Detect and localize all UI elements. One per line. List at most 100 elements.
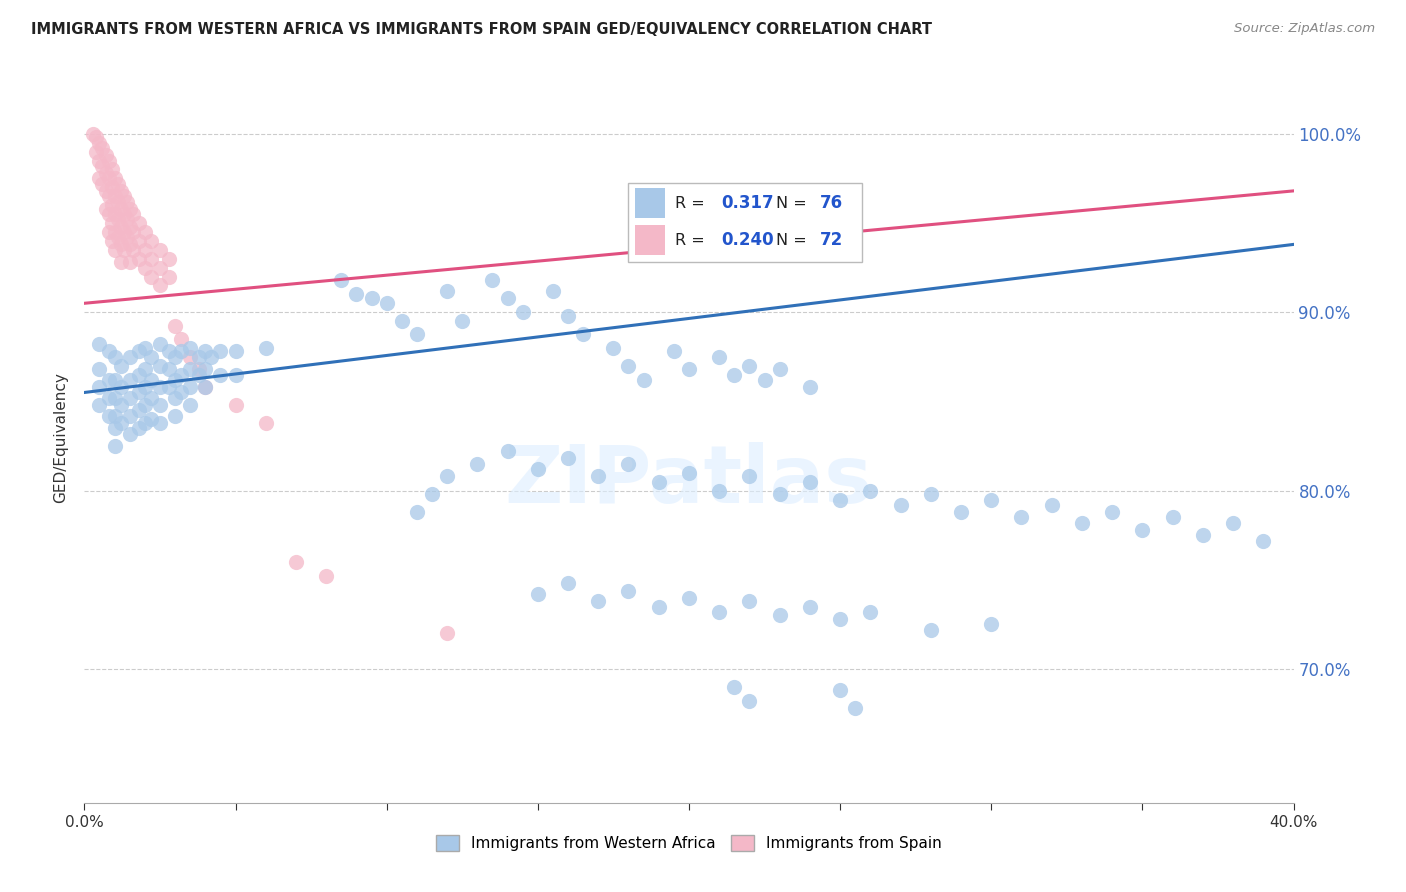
Point bbox=[179, 350, 201, 364]
Point bbox=[799, 380, 821, 394]
Point bbox=[1071, 516, 1094, 530]
Point bbox=[110, 359, 132, 373]
Point bbox=[799, 475, 821, 489]
Point bbox=[678, 591, 700, 605]
Point bbox=[1192, 528, 1215, 542]
Point bbox=[104, 225, 127, 239]
Point bbox=[94, 202, 117, 216]
Text: ZIPatlas: ZIPatlas bbox=[505, 442, 873, 520]
Point bbox=[1161, 510, 1184, 524]
Point bbox=[346, 287, 368, 301]
Point bbox=[678, 362, 700, 376]
Point bbox=[134, 416, 156, 430]
Point bbox=[134, 362, 156, 376]
Point bbox=[149, 359, 172, 373]
Point bbox=[118, 409, 141, 423]
Point bbox=[110, 416, 132, 430]
Point bbox=[104, 207, 127, 221]
Point bbox=[830, 492, 852, 507]
Point bbox=[769, 487, 792, 501]
Point bbox=[110, 255, 132, 269]
Point bbox=[128, 234, 150, 248]
Point bbox=[859, 483, 882, 498]
Point bbox=[115, 230, 138, 244]
Point bbox=[723, 368, 745, 382]
Point bbox=[94, 166, 117, 180]
Point bbox=[97, 153, 120, 168]
Point bbox=[149, 243, 172, 257]
Point bbox=[602, 341, 624, 355]
Point bbox=[980, 492, 1002, 507]
Point bbox=[451, 314, 474, 328]
Point bbox=[128, 252, 150, 266]
Point bbox=[97, 225, 120, 239]
Point bbox=[179, 398, 201, 412]
Point bbox=[134, 243, 156, 257]
Point bbox=[285, 555, 308, 569]
Point bbox=[1222, 516, 1244, 530]
Point bbox=[1130, 523, 1153, 537]
Text: R =: R = bbox=[675, 195, 704, 211]
Point bbox=[139, 373, 162, 387]
Point bbox=[617, 457, 640, 471]
Point bbox=[104, 171, 127, 186]
Point bbox=[512, 305, 534, 319]
Point bbox=[134, 380, 156, 394]
Point bbox=[648, 599, 671, 614]
Point bbox=[588, 594, 610, 608]
Point bbox=[139, 269, 162, 284]
Point bbox=[121, 243, 143, 257]
Point bbox=[97, 207, 120, 221]
Point bbox=[157, 362, 180, 376]
Point bbox=[107, 212, 129, 227]
Point bbox=[769, 608, 792, 623]
Point bbox=[209, 368, 232, 382]
Point bbox=[89, 337, 111, 351]
Point bbox=[194, 380, 217, 394]
Point bbox=[541, 284, 564, 298]
Point bbox=[112, 243, 135, 257]
Point bbox=[859, 605, 882, 619]
Point bbox=[179, 341, 201, 355]
Point bbox=[391, 314, 413, 328]
Point bbox=[118, 202, 141, 216]
Point bbox=[91, 177, 114, 191]
Point bbox=[139, 252, 162, 266]
Point bbox=[375, 296, 398, 310]
Point bbox=[112, 225, 135, 239]
Point bbox=[830, 612, 852, 626]
Point bbox=[406, 326, 429, 341]
Bar bbox=[636, 226, 665, 255]
Point bbox=[97, 344, 120, 359]
Point bbox=[149, 416, 172, 430]
Point bbox=[104, 189, 127, 203]
Text: 72: 72 bbox=[820, 231, 844, 249]
Point bbox=[188, 350, 211, 364]
Text: IMMIGRANTS FROM WESTERN AFRICA VS IMMIGRANTS FROM SPAIN GED/EQUIVALENCY CORRELAT: IMMIGRANTS FROM WESTERN AFRICA VS IMMIGR… bbox=[31, 22, 932, 37]
Point bbox=[97, 373, 120, 387]
Legend: Immigrants from Western Africa, Immigrants from Spain: Immigrants from Western Africa, Immigran… bbox=[430, 830, 948, 857]
Point bbox=[920, 623, 942, 637]
Point bbox=[648, 475, 671, 489]
Point bbox=[149, 260, 172, 275]
Point bbox=[112, 189, 135, 203]
Point bbox=[86, 145, 108, 159]
Point bbox=[165, 319, 187, 334]
Point bbox=[128, 421, 150, 435]
Point bbox=[200, 350, 222, 364]
Point bbox=[980, 617, 1002, 632]
Point bbox=[165, 373, 187, 387]
Point bbox=[118, 373, 141, 387]
Point bbox=[118, 391, 141, 405]
Point bbox=[118, 237, 141, 252]
Point bbox=[104, 409, 127, 423]
Point bbox=[82, 127, 104, 141]
Point bbox=[738, 594, 761, 608]
Point bbox=[104, 421, 127, 435]
Point bbox=[557, 451, 579, 466]
Point bbox=[139, 391, 162, 405]
Text: 76: 76 bbox=[820, 194, 844, 212]
Point bbox=[225, 344, 247, 359]
Point bbox=[179, 362, 201, 376]
Point bbox=[209, 344, 232, 359]
